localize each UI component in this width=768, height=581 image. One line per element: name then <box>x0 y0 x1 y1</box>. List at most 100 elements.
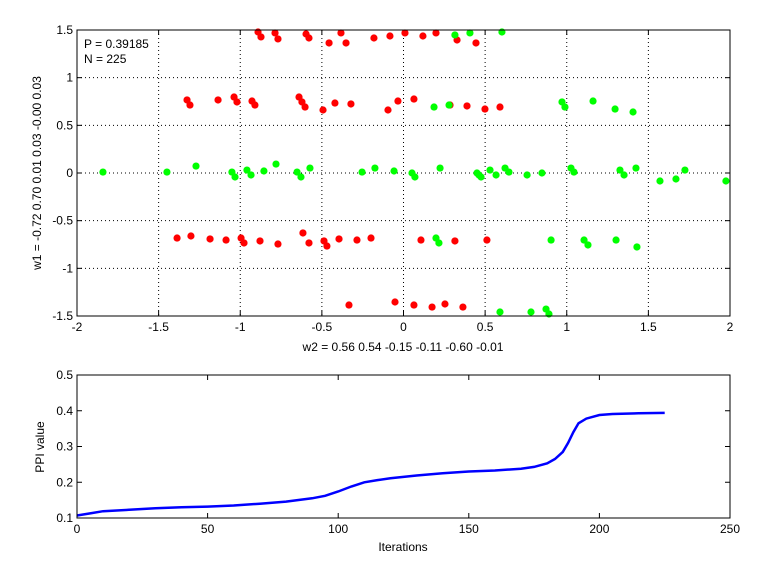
x-tick-label: -0.5 <box>312 320 333 334</box>
ppi-series-line <box>76 411 665 517</box>
red-point <box>384 106 392 114</box>
red-point <box>257 33 265 41</box>
red-point <box>367 234 375 242</box>
green-point <box>629 108 637 116</box>
red-point <box>428 303 436 311</box>
red-point <box>441 300 449 308</box>
y-tick-label: 0.3 <box>56 440 73 454</box>
red-point <box>335 235 343 243</box>
y-tick-label: -1.5 <box>52 309 73 323</box>
red-point <box>271 29 279 37</box>
green-point <box>260 167 268 175</box>
x-tick-label: -2 <box>72 320 83 334</box>
green-point <box>247 171 255 179</box>
red-point <box>274 35 282 43</box>
green-point <box>435 239 443 247</box>
green-point <box>523 171 531 179</box>
green-point <box>584 241 592 249</box>
y-tick-label: 0 <box>66 166 73 180</box>
red-point <box>386 32 394 40</box>
red-point <box>410 95 418 103</box>
green-point <box>656 177 664 185</box>
green-point <box>547 236 555 244</box>
red-point <box>301 103 309 111</box>
x-tick-label: 150 <box>459 522 479 536</box>
red-point <box>187 232 195 240</box>
red-point <box>353 236 361 244</box>
red-point <box>256 237 264 245</box>
green-point <box>163 168 171 176</box>
scatter-axes-frame <box>76 29 731 317</box>
red-point <box>496 103 504 111</box>
green-point <box>722 177 730 185</box>
x-tick-label: 0.5 <box>477 320 494 334</box>
scatter-ylabel: w1 = -0.72 0.70 0.01 0.03 -0.00 0.03 <box>30 76 44 271</box>
red-point <box>240 239 248 247</box>
red-point <box>325 39 333 47</box>
red-point <box>345 301 353 309</box>
red-point <box>472 39 480 47</box>
green-point <box>293 168 301 176</box>
green-point <box>192 162 200 170</box>
y-tick-label: 0.5 <box>56 368 73 382</box>
green-point <box>538 169 546 177</box>
y-tick-label: 0.1 <box>56 511 73 525</box>
green-point <box>633 243 641 251</box>
red-point <box>463 102 471 110</box>
annotation-p: P = 0.39185 <box>84 37 149 51</box>
green-point <box>505 168 513 176</box>
line-axes-frame <box>76 374 731 519</box>
green-point <box>580 236 588 244</box>
y-tick-label: -0.5 <box>52 214 73 228</box>
green-point <box>371 164 379 172</box>
green-point <box>486 166 494 174</box>
green-point <box>451 31 459 39</box>
line-plot: 0 50 100 150 200 250 0.1 0.2 0.3 0.4 0.5 Iteration… <box>33 368 740 554</box>
red-point <box>432 29 440 37</box>
green-point <box>297 173 305 181</box>
y-tick-label: 1.5 <box>56 23 73 37</box>
scatter-axes-box <box>77 30 730 316</box>
green-point <box>492 171 500 179</box>
red-point <box>319 106 327 114</box>
red-point <box>401 29 409 37</box>
red-point <box>481 105 489 113</box>
x-tick-label: -1 <box>235 320 246 334</box>
green-point <box>496 308 504 316</box>
green-point <box>632 164 640 172</box>
y-tick-label: 0.5 <box>56 118 73 132</box>
green-point <box>430 103 438 111</box>
x-tick-label: 50 <box>201 522 215 536</box>
green-point <box>570 168 578 176</box>
red-point <box>214 96 222 104</box>
red-point <box>305 239 313 247</box>
red-point <box>186 101 194 109</box>
y-tick-label: 0.4 <box>56 404 73 418</box>
green-point <box>616 166 624 174</box>
green-point <box>272 160 280 168</box>
red-point <box>391 298 399 306</box>
x-tick-label: 200 <box>589 522 609 536</box>
red-point <box>323 242 331 250</box>
red-point <box>274 240 282 248</box>
red-point <box>222 236 230 244</box>
green-point <box>390 167 398 175</box>
green-point <box>561 103 569 111</box>
green-point <box>672 175 680 183</box>
green-point <box>498 28 506 36</box>
green-point <box>358 168 366 176</box>
scatter-xlabel: w2 = 0.56 0.54 -0.15 -0.11 -0.60 -0.01 <box>302 340 504 354</box>
green-point <box>243 166 251 174</box>
x-tick-label: 250 <box>720 522 740 536</box>
x-tick-label: -1.5 <box>148 320 169 334</box>
green-point <box>436 164 444 172</box>
green-point <box>612 236 620 244</box>
red-point <box>459 303 467 311</box>
red-point <box>251 101 259 109</box>
y-tick-label: -1 <box>62 261 73 275</box>
x-tick-label: 1 <box>563 320 570 334</box>
red-point <box>206 235 214 243</box>
annotation-n: N = 225 <box>84 52 127 66</box>
red-point <box>331 99 339 107</box>
red-point <box>299 229 307 237</box>
